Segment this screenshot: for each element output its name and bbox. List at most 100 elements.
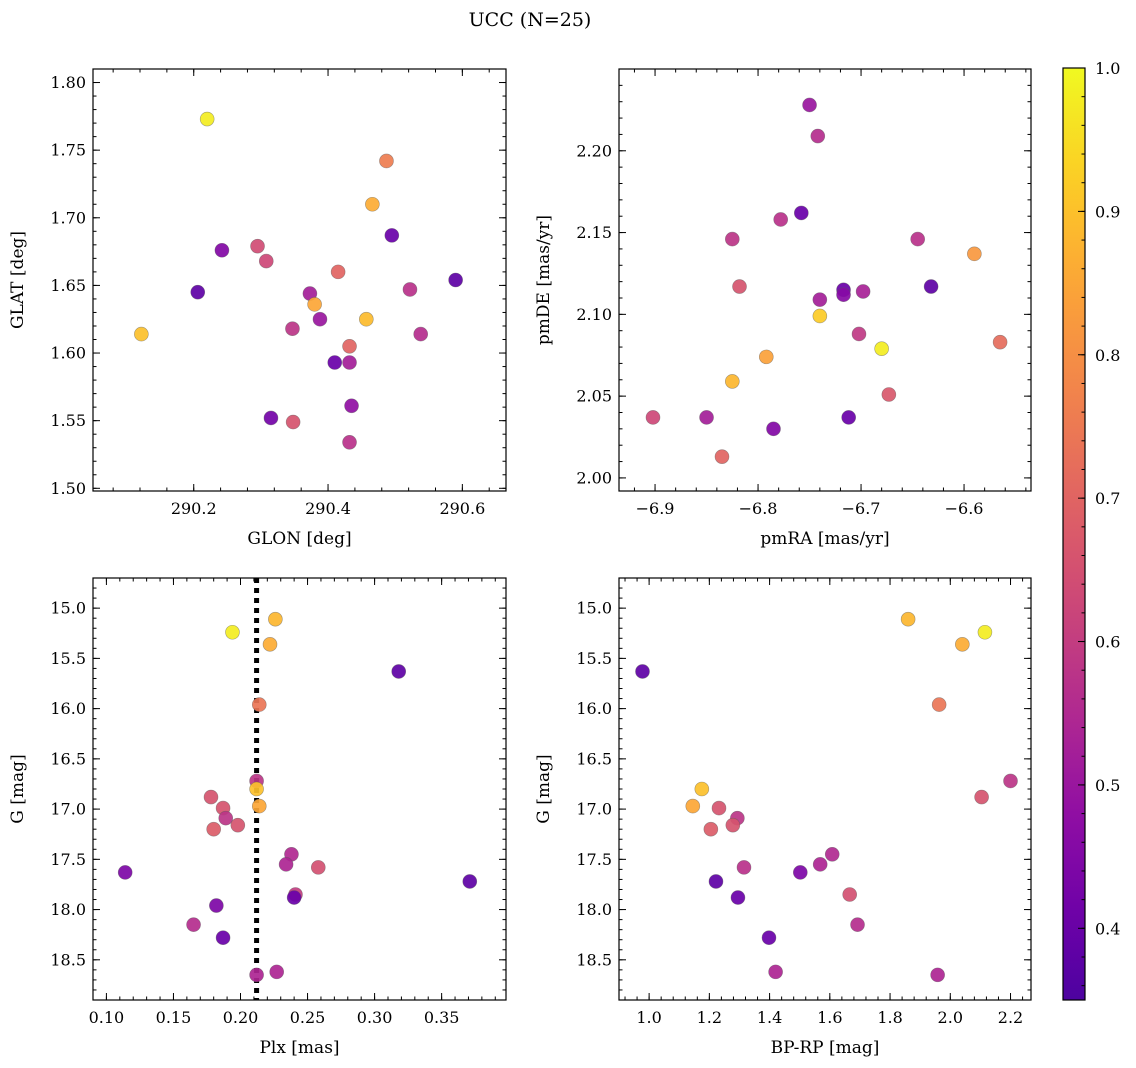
scatter-point	[134, 326, 149, 342]
scatter-point	[307, 297, 322, 312]
y-tick-label: 1.50	[50, 479, 86, 498]
scatter-point	[724, 231, 740, 247]
scatter-point	[923, 279, 939, 294]
scatter-point	[117, 865, 133, 880]
scatter-point	[766, 421, 781, 437]
x-tick-label: 0.20	[223, 1008, 259, 1027]
x-axis-label: GLON [deg]	[247, 529, 351, 549]
x-tick-label: 1.8	[877, 1008, 902, 1027]
scatter-point	[758, 349, 774, 365]
scatter-point	[199, 111, 215, 127]
scatter-point	[773, 212, 789, 227]
colorbar: 0.4 0.5 0.6 0.7 0.8 0.9 1.0	[1062, 59, 1120, 1001]
scatter-point	[841, 410, 856, 425]
y-tick-label: 2.05	[576, 387, 612, 406]
scatter-point	[714, 449, 730, 464]
scatter-point	[342, 338, 357, 354]
minor-ticks	[93, 68, 506, 491]
scatter-point	[268, 611, 283, 627]
scatter-point	[1003, 773, 1018, 789]
y-tick-label: 1.60	[50, 344, 86, 363]
figure-title: UCC (N=25)	[469, 9, 592, 31]
scatter-point	[342, 435, 357, 450]
scatter-point	[874, 341, 889, 356]
y-axis-label: G [mag]	[8, 754, 28, 823]
panel-bprp-g: 1.0 1.2 1.4 1.6 1.8 2.0 2.2 15.0 15.5 16.0 16.5 17.…	[534, 577, 1032, 1058]
y-tick-label: 15.0	[50, 599, 86, 618]
x-axis-label: BP-RP [mag]	[771, 1038, 880, 1058]
scatter-point	[699, 410, 714, 425]
scatter-points	[134, 111, 463, 450]
scatter-point	[312, 311, 328, 327]
scatter-point	[278, 857, 294, 872]
scatter-point	[448, 272, 463, 288]
y-tick-label: 16.5	[50, 749, 86, 768]
scatter-point	[190, 284, 206, 300]
scatter-point	[249, 781, 264, 797]
panel-glon-glat: 290.2 290.4 290.6 1.50 1.55 1.60 1.65 1.70 1.75 1…	[8, 68, 507, 549]
y-tick-label: 2.10	[576, 305, 612, 324]
x-tick-label: 290.4	[305, 499, 351, 518]
scatter-point	[384, 228, 400, 243]
scatter-point	[186, 917, 201, 932]
y-tick-label: 18.0	[576, 900, 612, 919]
scatter-point	[214, 242, 230, 258]
scatter-point	[967, 246, 982, 262]
scatter-point	[724, 374, 740, 389]
colorbar-tick-label: 0.5	[1095, 776, 1120, 795]
scatter-point	[635, 664, 650, 679]
y-tick-label: 15.5	[576, 649, 612, 668]
scatter-point	[850, 917, 865, 932]
x-tick-label: −6.7	[842, 499, 881, 518]
scatter-point	[344, 398, 359, 414]
y-axis-label: GLAT [deg]	[8, 231, 28, 329]
y-tick-label: 18.5	[576, 950, 612, 969]
scatter-point	[974, 789, 989, 805]
scatter-point	[206, 821, 221, 837]
axes-frame	[618, 577, 1032, 1001]
scatter-point	[203, 789, 219, 805]
panel-plx-g: 0.10 0.15 0.20 0.25 0.30 0.35 15.0 15.5 16.0 16.5…	[8, 577, 507, 1058]
scatter-point	[977, 624, 993, 640]
y-tick-label: 18.5	[50, 950, 86, 969]
scatter-point	[402, 282, 418, 297]
x-tick-label: 1.2	[697, 1008, 722, 1027]
scatter-point	[215, 930, 231, 946]
scatter-points	[645, 97, 1008, 464]
x-tick-label: 1.6	[817, 1008, 842, 1027]
scatter-point	[761, 930, 777, 946]
axes-frame	[92, 68, 507, 492]
scatter-point	[930, 967, 945, 983]
scatter-point	[768, 964, 783, 980]
scatter-point	[250, 238, 265, 254]
x-axis-label: pmRA [mas/yr]	[760, 529, 889, 549]
x-tick-label: 1.4	[757, 1008, 782, 1027]
scatter-point	[330, 264, 346, 280]
scatter-point	[462, 874, 478, 889]
scatter-point	[685, 798, 701, 814]
scatter-point	[263, 410, 279, 426]
colorbar-tick-label: 1.0	[1095, 59, 1120, 78]
panels: 290.2 290.4 290.6 1.50 1.55 1.60 1.65 1.70 1.75 1…	[8, 68, 1032, 1058]
y-tick-label: 1.65	[50, 276, 86, 295]
scatter-point	[931, 697, 947, 712]
scatter-point	[802, 97, 817, 113]
scatter-point	[285, 321, 300, 336]
scatter-point	[703, 821, 719, 837]
y-axis-label: G [mag]	[534, 754, 554, 823]
y-tick-label: 17.0	[576, 800, 612, 819]
y-axis-label: pmDE [mas/yr]	[534, 215, 554, 345]
y-tick-label: 17.0	[50, 800, 86, 819]
scatter-point	[812, 292, 828, 307]
scatter-point	[900, 611, 916, 627]
colorbar-tick-label: 0.8	[1095, 346, 1120, 365]
scatter-point	[258, 253, 274, 269]
scatter-point	[910, 231, 926, 247]
scatter-point	[824, 847, 840, 862]
colorbar-tick-label: 0.7	[1095, 489, 1120, 508]
scatter-point	[955, 637, 970, 652]
y-tick-label: 2.00	[576, 468, 612, 487]
scatter-point	[725, 817, 741, 833]
x-tick-label: 0.25	[290, 1008, 326, 1027]
